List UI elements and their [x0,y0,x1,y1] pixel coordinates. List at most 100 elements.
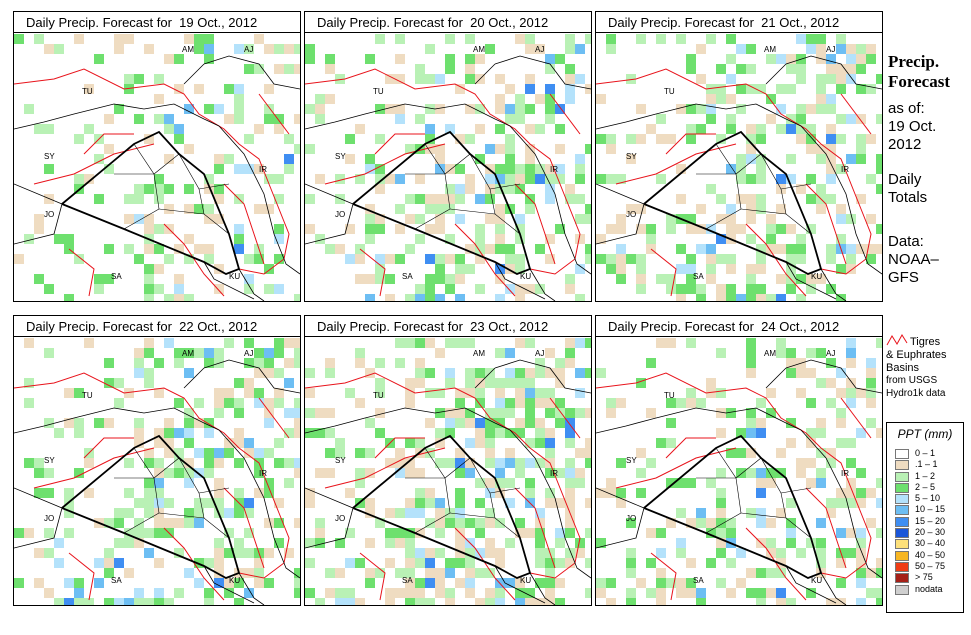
country-label: TU [82,391,93,400]
precip-cell [355,468,365,478]
precip-cell [525,528,535,538]
precip-cell [365,538,375,548]
precip-cell [535,44,545,54]
precip-cell [515,338,525,348]
precip-cell [124,568,134,578]
precip-cell [796,294,806,301]
precip-cell [184,478,194,488]
precip-cell [465,568,475,578]
precip-cell [856,468,866,478]
precip-cell [826,448,836,458]
precip-cell [465,34,475,44]
precip-cell [154,114,164,124]
precip-cell [726,74,736,84]
precip-cell [776,224,786,234]
legend-label: 0 – 1 [915,448,936,458]
precip-cell [686,588,696,598]
precip-cell [385,598,395,605]
precip-cell [826,174,836,184]
precip-cell [264,488,274,498]
precip-cell [555,528,565,538]
precip-cell [234,44,244,54]
precip-cell [676,478,686,488]
precip-cell [294,518,300,528]
precip-cell [525,458,535,468]
precip-cell [415,284,425,294]
precip-cell [445,568,455,578]
precip-cell [365,234,375,244]
country-label: IR [841,469,849,478]
precip-cell [234,458,244,468]
precip-cell [696,294,706,301]
province-border [780,487,812,494]
forecast-panel: Daily Precip. Forecast for 20 Oct., 2012… [304,11,592,302]
precip-cell [395,104,405,114]
precip-cell [836,264,846,274]
precip-cell [395,204,405,214]
precip-cell [385,558,395,568]
precip-cell [455,338,465,348]
legend-swatch [895,573,909,584]
precip-cell [676,538,686,548]
precip-cell [154,244,164,254]
precip-cell [866,568,876,578]
precip-cell [194,244,204,254]
country-border [596,407,802,434]
precip-cell [555,224,565,234]
precip-cell [244,44,254,54]
precip-cell [656,274,666,284]
legend-swatch [895,561,909,572]
precip-cell [254,254,264,264]
precip-cell [746,264,756,274]
precip-cell [736,468,746,478]
precip-cell [545,488,555,498]
precip-cell [184,518,194,528]
country-border [238,572,265,605]
precip-cell [44,528,54,538]
country-border [785,55,882,90]
precip-cell [495,94,505,104]
precip-cell [294,294,300,301]
precip-cell [575,194,585,204]
precip-cell [876,428,882,438]
basin-outline [68,248,95,297]
precip-cell [706,184,716,194]
precip-cell [756,284,766,294]
precip-cell [395,458,405,468]
precip-cell [84,488,94,498]
precip-cell [405,548,415,558]
precip-cell [124,458,134,468]
basin-legend-line: Tigres [910,336,941,348]
precip-cell [535,508,545,518]
precip-cell [234,244,244,254]
precip-cell [445,598,455,605]
country-label: JO [335,210,345,219]
precip-cell [234,548,244,558]
precip-cell [876,598,882,605]
precip-cell [505,104,515,114]
precip-cell [606,408,616,418]
precip-cell [385,508,395,518]
precip-cell [34,458,44,468]
precip-cell [415,488,425,498]
precip-cell [616,244,626,254]
country-label: AJ [535,349,544,358]
precip-cell [455,264,465,274]
precip-cell [535,358,545,368]
precip-cell [24,528,34,538]
precip-cell [214,184,224,194]
precip-cell [646,558,656,568]
precip-cell [515,174,525,184]
precip-cell [465,54,475,64]
country-label: SA [693,272,704,281]
country-label: KU [229,576,240,585]
precip-cell [144,224,154,234]
precip-cell [505,348,515,358]
precip-cell [214,548,224,558]
precip-cell [535,418,545,428]
precip-cell [756,124,766,134]
precip-cell [154,468,164,478]
precip-cell [244,134,254,144]
precip-cell [134,254,144,264]
